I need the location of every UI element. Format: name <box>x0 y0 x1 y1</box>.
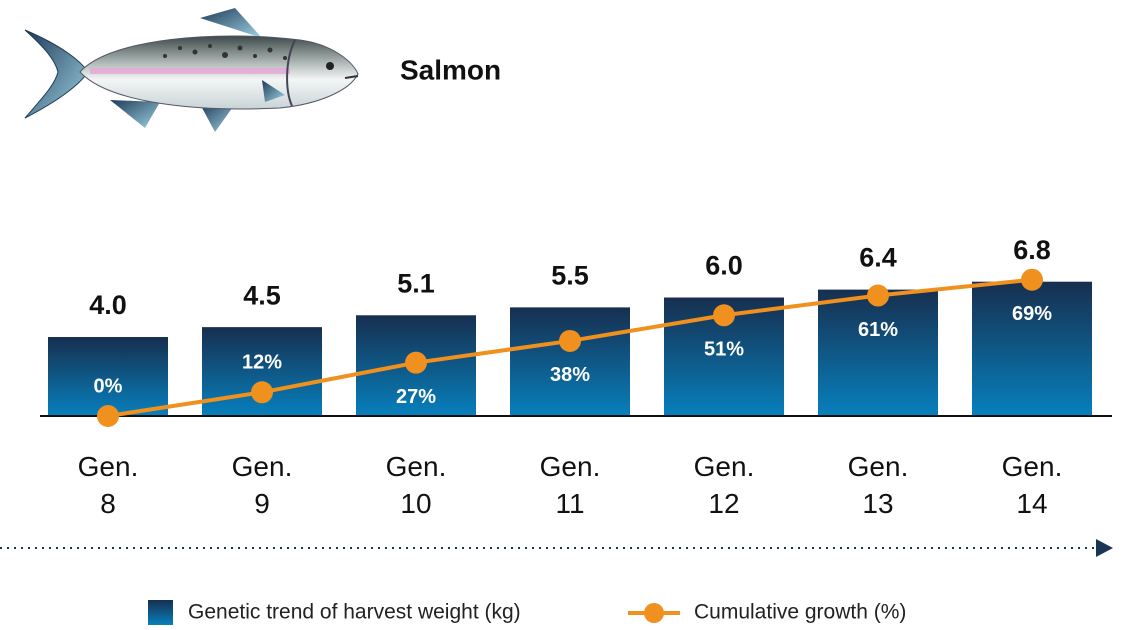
legend-swatch <box>148 600 173 625</box>
bar <box>510 307 630 416</box>
growth-dot <box>713 304 735 327</box>
growth-value-label: 38% <box>550 364 590 386</box>
x-tick-label: Gen. 13 <box>847 451 909 519</box>
x-tick-label: Gen. 12 <box>693 451 755 519</box>
growth-value-label: 0% <box>94 375 123 397</box>
legend-label: Cumulative growth (%) <box>694 601 906 624</box>
growth-dot <box>251 381 273 404</box>
bar-value-label: 6.8 <box>1013 235 1051 265</box>
growth-value-label: 69% <box>1012 303 1052 325</box>
fish-illustration <box>24 8 359 132</box>
bar-value-label: 4.5 <box>243 280 281 310</box>
growth-dot <box>405 351 427 374</box>
x-tick-label: Gen. 9 <box>231 451 293 519</box>
bar <box>48 337 168 416</box>
x-tick-label: Gen. 11 <box>539 451 601 519</box>
growth-value-label: 27% <box>396 386 436 408</box>
growth-value-label: 12% <box>242 352 282 374</box>
bar-value-label: 6.0 <box>705 251 743 281</box>
bar-value-label: 5.1 <box>397 268 435 298</box>
legend-label: Genetic trend of harvest weight (kg) <box>188 601 521 624</box>
legend-swatch-dot <box>644 603 664 623</box>
bar-value-label: 4.0 <box>89 290 127 320</box>
bar-value-label: 6.4 <box>859 243 897 273</box>
x-tick-label: Gen. 10 <box>385 451 447 519</box>
arrow-head <box>1096 539 1113 557</box>
bar-value-label: 5.5 <box>551 261 589 291</box>
growth-value-label: 51% <box>704 339 744 361</box>
bar <box>972 281 1092 416</box>
growth-dot <box>867 284 889 307</box>
bar <box>818 289 938 416</box>
plot: 4.0 4.5 5.1 5.5 6.0 6.4 6.8 0% 12% 27% 38% 51% 61% 69… <box>40 235 1112 427</box>
growth-dot <box>97 405 119 427</box>
chart-title: Salmon <box>400 54 501 85</box>
growth-dot <box>1021 268 1043 291</box>
legend: Genetic trend of harvest weight (kg) Cumu… <box>148 600 906 625</box>
x-tick-label: Gen. 8 <box>77 451 139 519</box>
growth-value-label: 61% <box>858 319 898 341</box>
x-tick-label: Gen. 14 <box>1001 451 1063 519</box>
growth-dot <box>559 329 581 352</box>
